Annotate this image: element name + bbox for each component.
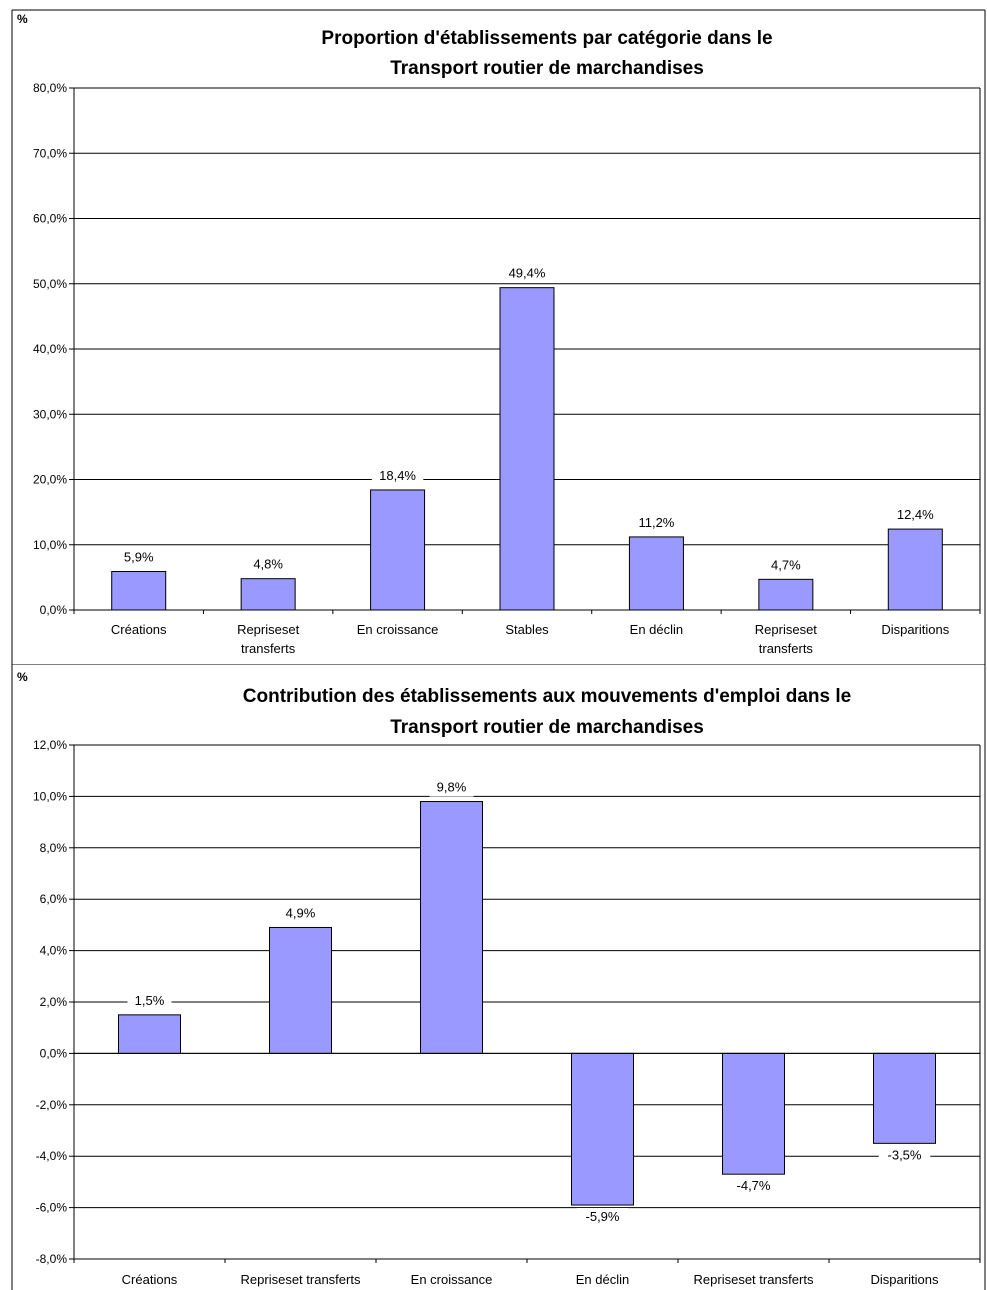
chart-proportion: % Proportion d'établissements par catégor… xyxy=(11,9,986,664)
chart-title-line: Transport routier de marchandises xyxy=(390,58,704,79)
data-label: 4,8% xyxy=(253,557,283,572)
bar xyxy=(887,528,943,611)
y-tick-label: 6,0% xyxy=(40,892,68,906)
y-tick-label: -4,0% xyxy=(36,1149,68,1163)
chart-title-line: Transport routier de marchandises xyxy=(390,717,704,738)
y-tick-label: 12,0% xyxy=(33,738,67,752)
data-label: 1,5% xyxy=(135,993,165,1008)
bar xyxy=(111,571,167,611)
x-category-label: Repriseset transferts xyxy=(694,1272,814,1287)
bar xyxy=(571,1052,634,1206)
chart-title-line: Proportion d'établissements par catégori… xyxy=(321,28,772,49)
bar xyxy=(420,801,483,1054)
y-tick-label: -2,0% xyxy=(36,1098,68,1112)
x-category-label: Disparitions xyxy=(871,1272,939,1287)
data-label-background xyxy=(429,778,474,797)
data-label-background xyxy=(501,264,553,283)
bar xyxy=(269,926,332,1054)
x-category-label: En déclin xyxy=(576,1272,629,1287)
x-category-label: Créations xyxy=(122,1272,178,1287)
bar xyxy=(240,578,296,611)
data-label-background xyxy=(889,506,942,525)
y-tick-label: 2,0% xyxy=(40,995,68,1009)
unit-label: % xyxy=(17,670,28,684)
bar xyxy=(499,287,555,611)
x-category-label: transferts xyxy=(241,641,296,656)
chart-title-line: Contribution des établissements aux mouv… xyxy=(243,686,851,707)
bar xyxy=(873,1052,936,1144)
data-label-background xyxy=(116,548,161,567)
y-tick-label: -8,0% xyxy=(36,1252,68,1266)
chart-panel-contribution: % Contribution des établissements aux mou… xyxy=(0,664,987,1290)
y-tick-label: 10,0% xyxy=(33,789,67,803)
x-category-label: Stables xyxy=(505,622,549,637)
data-label-background xyxy=(371,466,424,485)
data-label-background xyxy=(630,513,683,532)
data-label: 12,4% xyxy=(897,507,934,522)
data-label: 18,4% xyxy=(379,468,416,483)
bar xyxy=(370,489,426,611)
y-tick-label: 0,0% xyxy=(40,1046,68,1060)
bar xyxy=(758,578,814,611)
y-tick-label: 50,0% xyxy=(33,277,67,291)
data-label-background xyxy=(576,1208,629,1227)
x-category-label: En déclin xyxy=(630,622,683,637)
x-category-label: Repriseset xyxy=(755,622,818,637)
data-label: 4,9% xyxy=(286,905,316,920)
data-label-background xyxy=(878,1146,931,1165)
x-category-label: En croissance xyxy=(411,1272,493,1287)
data-label: 4,7% xyxy=(771,557,801,572)
y-tick-label: 60,0% xyxy=(33,212,67,226)
x-category-label: Repriseset transferts xyxy=(241,1272,361,1287)
x-category-label: En croissance xyxy=(357,622,439,637)
data-label: 11,2% xyxy=(638,515,674,530)
y-tick-label: 30,0% xyxy=(33,407,67,421)
data-label: 5,9% xyxy=(124,550,154,565)
y-tick-label: 10,0% xyxy=(33,538,67,552)
x-category-label: transferts xyxy=(759,641,814,656)
data-label: -3,5% xyxy=(888,1147,922,1162)
data-label: 49,4% xyxy=(509,266,546,281)
x-category-label: Créations xyxy=(111,622,167,637)
data-label-background xyxy=(127,991,172,1010)
y-tick-label: 20,0% xyxy=(33,473,67,487)
y-tick-label: 8,0% xyxy=(40,841,68,855)
x-category-label: Repriseset xyxy=(237,622,300,637)
unit-label: % xyxy=(17,12,28,26)
data-label: -4,7% xyxy=(737,1178,771,1193)
y-tick-label: 0,0% xyxy=(40,603,68,617)
bar xyxy=(118,1014,181,1054)
y-tick-label: 4,0% xyxy=(40,944,68,958)
y-tick-label: 80,0% xyxy=(33,81,67,95)
y-tick-label: 40,0% xyxy=(33,342,67,356)
x-category-label: Disparitions xyxy=(881,622,949,637)
data-label: 9,8% xyxy=(437,780,467,795)
data-label-background xyxy=(763,556,808,575)
data-label-background xyxy=(246,555,291,574)
data-label-background xyxy=(727,1177,780,1196)
y-tick-label: -6,0% xyxy=(36,1201,68,1215)
data-label-background xyxy=(278,904,323,923)
bar xyxy=(628,536,684,611)
y-tick-label: 70,0% xyxy=(33,146,67,160)
data-label: -5,9% xyxy=(586,1209,620,1224)
bar xyxy=(722,1052,785,1175)
chart-panel-proportion: % Proportion d'établissements par catégor… xyxy=(11,9,986,664)
chart-contribution: % Contribution des établissements aux mou… xyxy=(11,664,986,1290)
